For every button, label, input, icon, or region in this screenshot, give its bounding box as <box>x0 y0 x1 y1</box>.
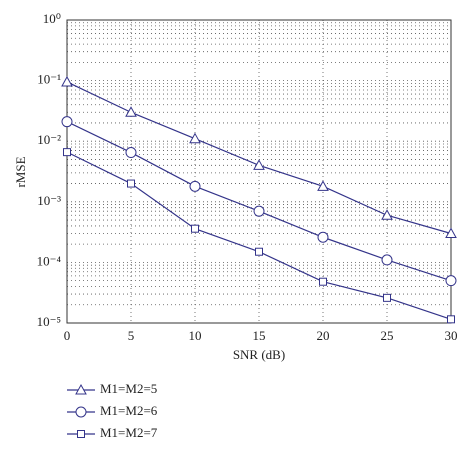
x-tick-label: 20 <box>317 328 330 343</box>
legend-marker <box>75 406 87 418</box>
data-point <box>61 116 73 128</box>
data-point <box>381 254 393 266</box>
x-tick-label: 30 <box>445 328 458 343</box>
data-point <box>383 293 391 302</box>
x-tick-label: 15 <box>253 328 266 343</box>
x-tick-label: 0 <box>64 328 71 343</box>
data-point <box>127 179 135 188</box>
data-point <box>191 224 199 233</box>
x-tick-label: 25 <box>381 328 394 343</box>
legend-marker <box>75 383 87 395</box>
data-point <box>255 247 263 256</box>
plot-frame <box>66 19 452 324</box>
data-point <box>253 159 265 170</box>
data-point <box>319 277 327 286</box>
data-point <box>381 209 393 220</box>
legend-label: M1=M2=6 <box>100 403 158 418</box>
data-point <box>317 180 329 191</box>
x-tick-label: 5 <box>128 328 135 343</box>
y-axis-label: rMSE <box>13 156 28 187</box>
data-point <box>447 315 455 324</box>
data-point <box>317 231 329 243</box>
data-point <box>445 227 457 238</box>
data-point <box>189 180 201 192</box>
data-point <box>63 148 71 157</box>
legend-marker <box>77 430 85 438</box>
data-point <box>189 132 201 144</box>
y-tick-label: 10⁰ <box>43 11 61 26</box>
y-tick-label: 10⁻⁴ <box>37 253 62 268</box>
legend-label: M1=M2=7 <box>100 425 158 440</box>
data-point <box>125 147 137 159</box>
data-point <box>253 205 265 217</box>
x-tick-label: 10 <box>189 328 202 343</box>
data-point <box>125 106 137 117</box>
legend-label: M1=M2=5 <box>100 381 157 396</box>
data-point <box>445 275 457 287</box>
x-axis-label: SNR (dB) <box>233 347 285 362</box>
y-tick-label: 10⁻³ <box>37 193 61 208</box>
y-tick-label: 10⁻⁵ <box>37 314 61 329</box>
data-point <box>61 75 73 87</box>
y-tick-label: 10⁻² <box>37 132 61 147</box>
y-tick-label: 10⁻¹ <box>37 72 61 87</box>
